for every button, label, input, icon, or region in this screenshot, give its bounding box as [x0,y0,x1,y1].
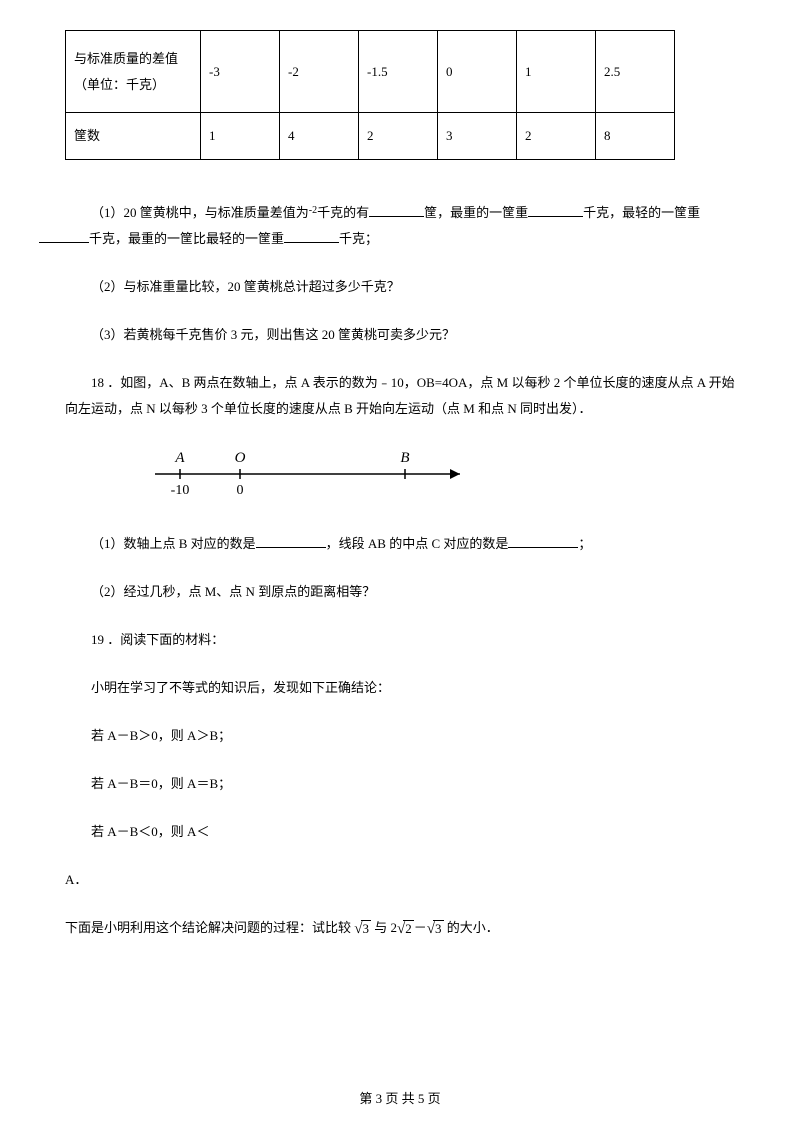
blank-2 [528,204,583,217]
blank-1 [369,204,424,217]
sqrt3-1: √3 [354,920,371,938]
q1-m1: 千克的有 [317,205,369,220]
blank-6 [508,535,578,548]
p18q1: （1）数轴上点 B 对应的数是 ，线段 AB 的中点 C 对应的数是 ； [65,531,735,557]
cell-d2: -1.5 [359,31,438,113]
cell-d1: -2 [280,31,359,113]
minus: － [414,920,427,935]
svg-text:O: O [235,450,246,466]
cell-d3: 0 [438,31,517,113]
cell-c5: 8 [596,113,675,160]
p18-para: 18 ．如图，A、B 两点在数轴上，点 A 表示的数为﹣10，OB=4OA，点 … [65,370,735,422]
cell-d5: 2.5 [596,31,675,113]
q1-para: （1）20 筐黄桃中，与标准质量差值为-2千克的有 筐，最重的一筐重 千克，最轻的一… [65,200,735,252]
p19f: 下面是小明利用这个结论解决问题的过程：试比较 √3 与 2√2－√3 的大小． [65,915,735,941]
table-header-count: 筐数 [66,113,201,160]
number-line: A O B -10 0 [150,444,735,509]
q1-m4: 千克，最重的一筐比最轻的一筐重 [89,231,284,246]
footer-c: 页 共 [382,1091,418,1106]
p19: 19 ．阅读下面的材料： [65,627,735,653]
footer-a: 第 [359,1091,375,1106]
blank-4 [284,230,339,243]
q1-prefix: （1）20 筐黄桃中，与标准质量差值为 [91,205,309,220]
p18q2: （2）经过几秒，点 M、点 N 到原点的距离相等？ [65,579,735,605]
svg-text:-10: -10 [171,483,190,498]
q1-end: 千克； [339,231,378,246]
q1-neg2: -2 [309,205,317,216]
cell-d0: -3 [201,31,280,113]
hdr-l1: 与标准质量的差值 （单位：千克） [74,51,178,92]
blank-3 [39,230,89,243]
table-header-diff: 与标准质量的差值 （单位：千克） [66,31,201,113]
cell-d4: 1 [517,31,596,113]
p19c: 若 A－B＝0，则 A＝B； [65,771,735,797]
p19f-b: 与 [371,920,391,935]
q1-m2: 筐，最重的一筐重 [424,205,528,220]
page-footer: 第 3 页 共 5 页 [0,1087,800,1110]
q1-m3: 千克，最轻的一筐重 [583,205,700,220]
p19b: 若 A－B＞0，则 A＞B； [65,723,735,749]
svg-text:0: 0 [237,483,244,498]
blank-5 [256,535,326,548]
p19f-c: 的大小． [444,920,499,935]
p18q1-b: ，线段 AB 的中点 C 对应的数是 [326,536,509,551]
p18q1-c: ； [578,536,591,551]
sqrt3-2: √3 [427,920,444,938]
p19e: A． [65,867,735,893]
cell-c1: 4 [280,113,359,160]
sqrt2: √2 [397,920,414,938]
p18q1-a: （1）数轴上点 B 对应的数是 [91,536,256,551]
q2-para: （2）与标准重量比较，20 筐黄桃总计超过多少千克？ [65,274,735,300]
footer-e: 页 [424,1091,440,1106]
svg-text:A: A [174,450,185,466]
svg-text:B: B [400,450,409,466]
cell-c2: 2 [359,113,438,160]
p19d: 若 A－B＜0，则 A＜ [65,819,735,845]
cell-c4: 2 [517,113,596,160]
cell-c3: 3 [438,113,517,160]
p19f-a: 下面是小明利用这个结论解决问题的过程：试比较 [65,920,354,935]
cell-c0: 1 [201,113,280,160]
p19a: 小明在学习了不等式的知识后，发现如下正确结论： [65,675,735,701]
q3-para: （3）若黄桃每千克售价 3 元，则出售这 20 筐黄桃可卖多少元？ [65,322,735,348]
diff-table: 与标准质量的差值 （单位：千克） -3 -2 -1.5 0 1 2.5 筐数 1… [65,30,675,160]
